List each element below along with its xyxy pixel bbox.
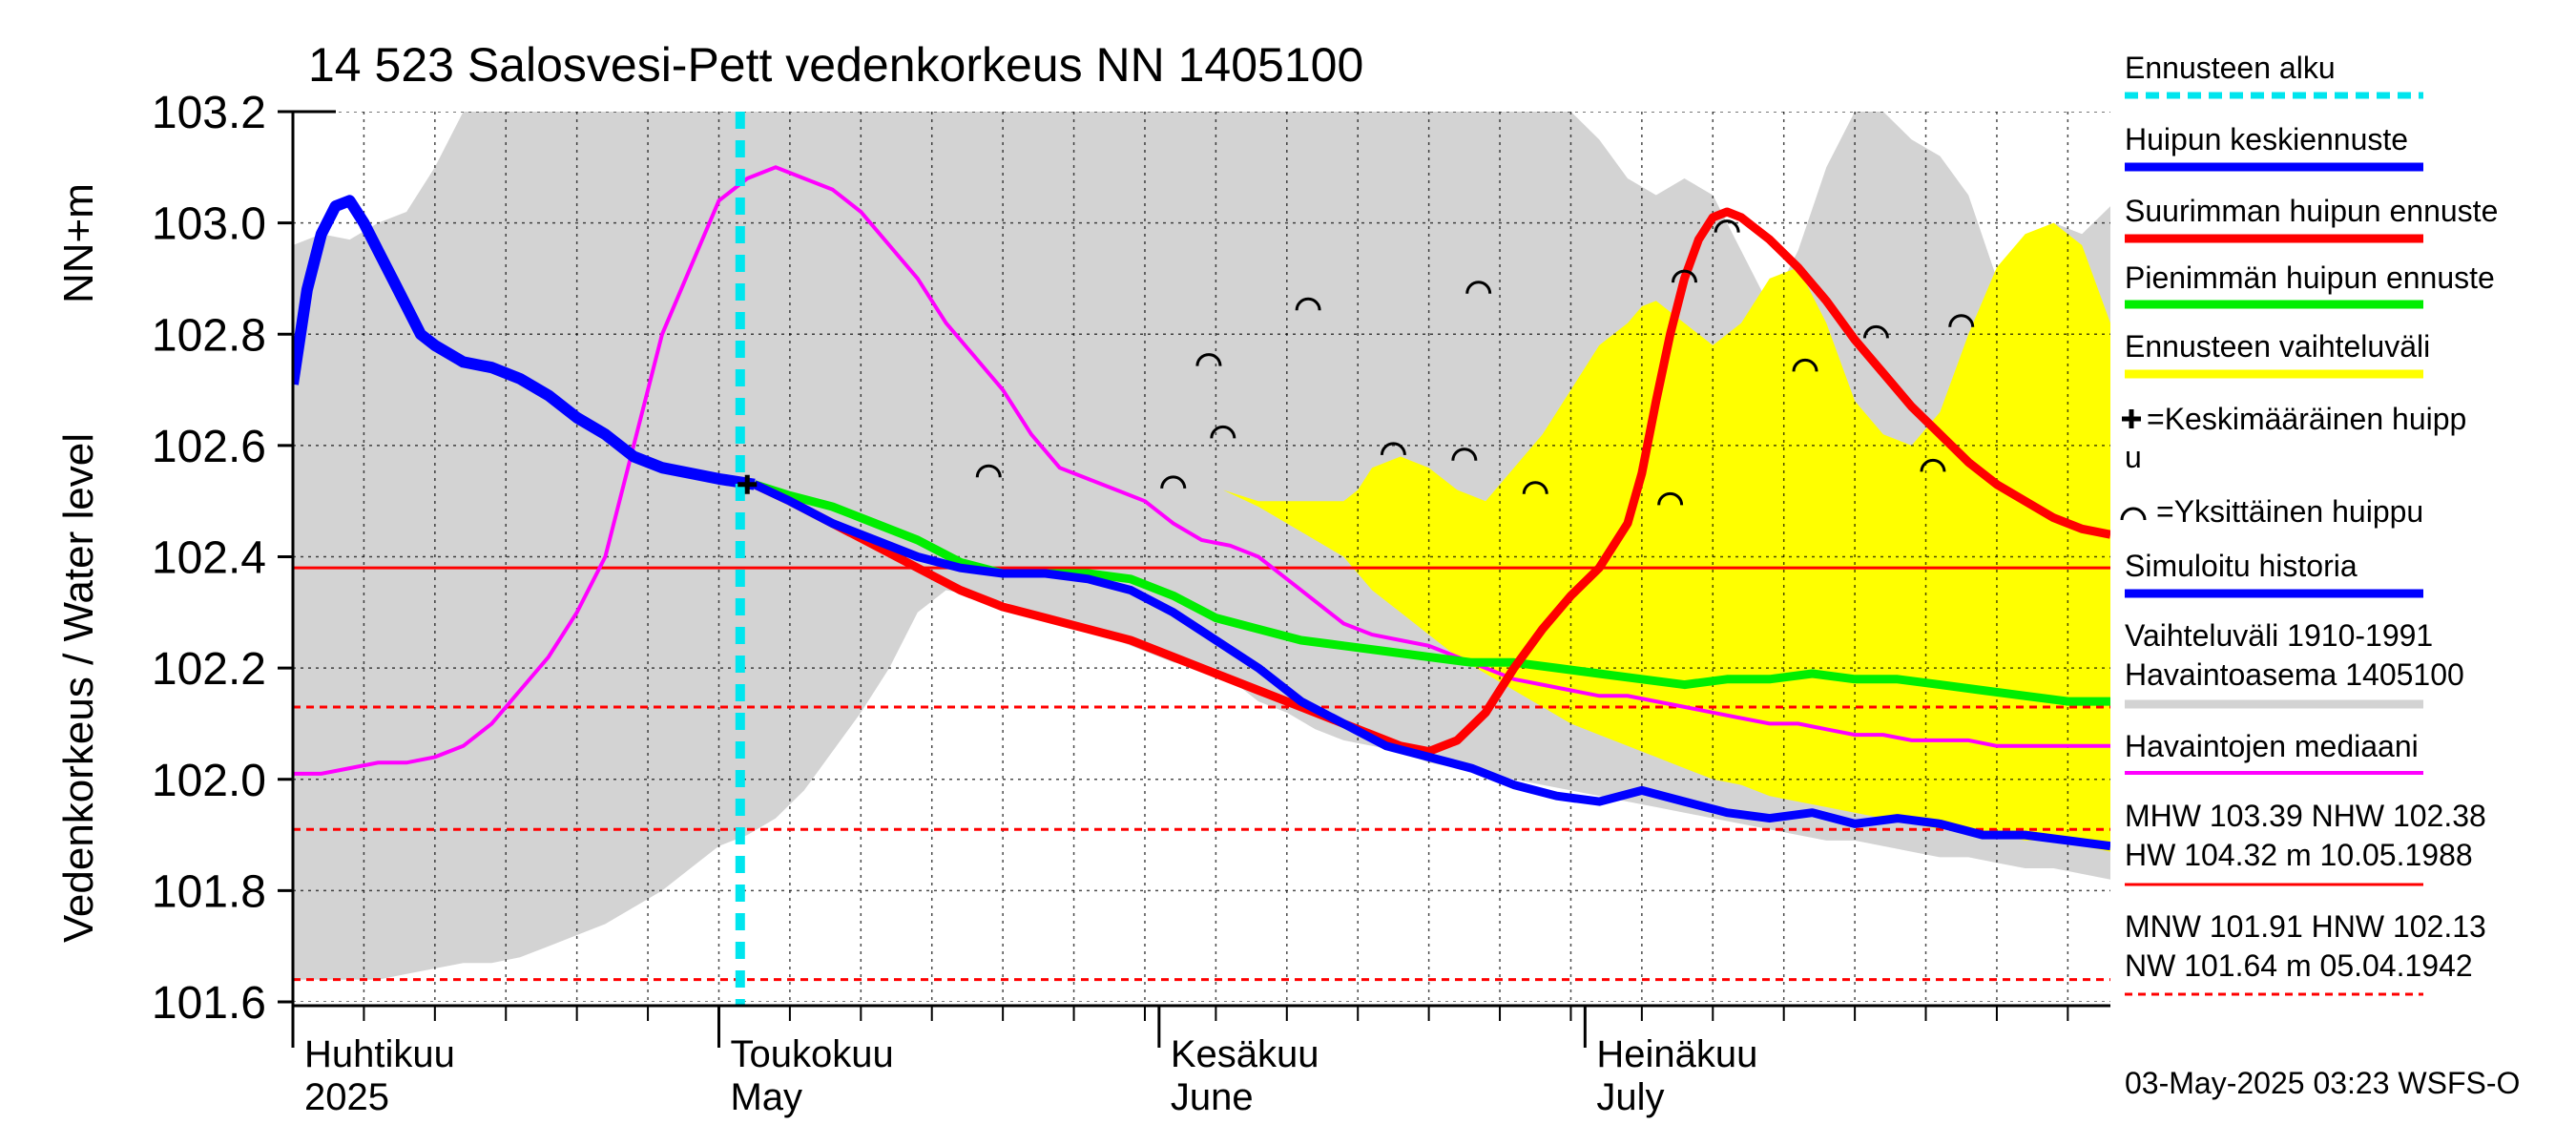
legend-mean-peak-label-cont: u xyxy=(2125,440,2142,474)
y-axis-label: Vedenkorkeus / Water level xyxy=(55,433,102,943)
y-tick-label: 102.2 xyxy=(152,644,266,695)
legend-max-forecast-label: Suurimman huipun ennuste xyxy=(2125,194,2498,228)
legend-mean-peak-symbol xyxy=(2122,409,2141,428)
legend-simulated-history-label: Simuloitu historia xyxy=(2125,549,2358,583)
legend-historical-range-label: Vaihteluväli 1910-1991 xyxy=(2125,618,2433,653)
legend-forecast-range-label: Ennusteen vaihteluväli xyxy=(2125,329,2430,364)
y-axis-unit-label: NN+m xyxy=(55,183,102,303)
y-tick-label: 102.6 xyxy=(152,422,266,472)
axes: 101.6 101.8 102.0 102.2 102.4 102.6 102.8 103.0… xyxy=(152,88,2110,1118)
single-peak-marker xyxy=(1714,219,1740,233)
single-peak-marker xyxy=(1195,353,1222,366)
mean-peak-forecast-line xyxy=(752,480,2110,851)
timestamp: 03-May-2025 03:23 WSFS-O xyxy=(2125,1066,2520,1100)
forecast-range-band xyxy=(1222,222,2110,852)
y-tick-label: 103.0 xyxy=(152,199,266,250)
y-tick-label: 102.8 xyxy=(152,310,266,361)
legend-median-label: Havaintojen mediaani xyxy=(2125,729,2419,763)
single-peak-marker xyxy=(1522,481,1548,494)
mean-peak-marker xyxy=(737,474,758,494)
legend-historical-station-label: Havaintoasema 1405100 xyxy=(2125,657,2464,692)
legend-high-stats-line2: HW 104.32 m 10.05.1988 xyxy=(2125,838,2473,872)
x-month-label-en: 2025 xyxy=(304,1076,389,1118)
x-month-label: Kesäkuu xyxy=(1171,1033,1319,1075)
legend-single-peak-symbol xyxy=(2120,507,2147,521)
x-month-label: Huhtikuu xyxy=(304,1033,455,1075)
single-peak-marker xyxy=(1451,448,1478,461)
single-peak-marker xyxy=(1672,269,1698,283)
single-peak-marker xyxy=(1948,314,1975,327)
legend-high-stats-line1: MHW 103.39 NHW 102.38 xyxy=(2125,799,2486,833)
single-peak-marker xyxy=(1160,475,1187,489)
legend-low-stats-line2: NW 101.64 m 05.04.1942 xyxy=(2125,948,2473,983)
single-peak-marker xyxy=(1295,297,1321,311)
y-tick-label: 102.0 xyxy=(152,756,266,806)
plot-area xyxy=(293,112,2110,1007)
simulated-history-line xyxy=(293,195,756,490)
y-tick-label: 101.8 xyxy=(152,866,266,917)
legend-low-stats-line1: MNW 101.91 HNW 102.13 xyxy=(2125,909,2486,944)
single-peak-marker xyxy=(1792,358,1818,372)
legend-single-peak-label: =Yksittäinen huippu xyxy=(2156,494,2423,529)
y-tick-label: 101.6 xyxy=(152,978,266,1029)
single-peak-marker xyxy=(1920,458,1946,472)
x-month-label: Toukokuu xyxy=(730,1033,893,1075)
legend-mean-peak-label: =Keskimääräinen huipp xyxy=(2147,402,2466,436)
y-tick-label: 103.2 xyxy=(152,88,266,138)
y-tick-label: 102.4 xyxy=(152,533,266,584)
legend-min-forecast-label: Pienimmän huipun ennuste xyxy=(2125,260,2495,295)
single-peak-marker xyxy=(975,464,1002,478)
legend-mean-forecast-label: Huipun keskiennuste xyxy=(2125,122,2408,156)
median-line xyxy=(293,165,2110,776)
single-peak-marker xyxy=(1862,324,1889,339)
legend-forecast-start-label: Ennusteen alku xyxy=(2125,51,2336,85)
max-peak-forecast-line xyxy=(752,207,2110,757)
x-month-label: Heinäkuu xyxy=(1596,1033,1757,1075)
single-peak-marker xyxy=(1657,491,1684,506)
single-peak-marker xyxy=(1210,425,1236,439)
single-peak-marker xyxy=(1380,442,1406,456)
x-month-label-en: June xyxy=(1171,1076,1254,1118)
single-peak-marker xyxy=(1465,281,1492,294)
plot-content xyxy=(293,112,2110,1002)
chart-title: 14 523 Salosvesi-Pett vedenkorkeus NN 14… xyxy=(308,38,1363,92)
x-month-label-en: July xyxy=(1596,1076,1664,1118)
legend: Ennusteen alku Huipun keskiennuste Suuri… xyxy=(2120,51,2520,1100)
x-month-label-en: May xyxy=(730,1076,802,1118)
